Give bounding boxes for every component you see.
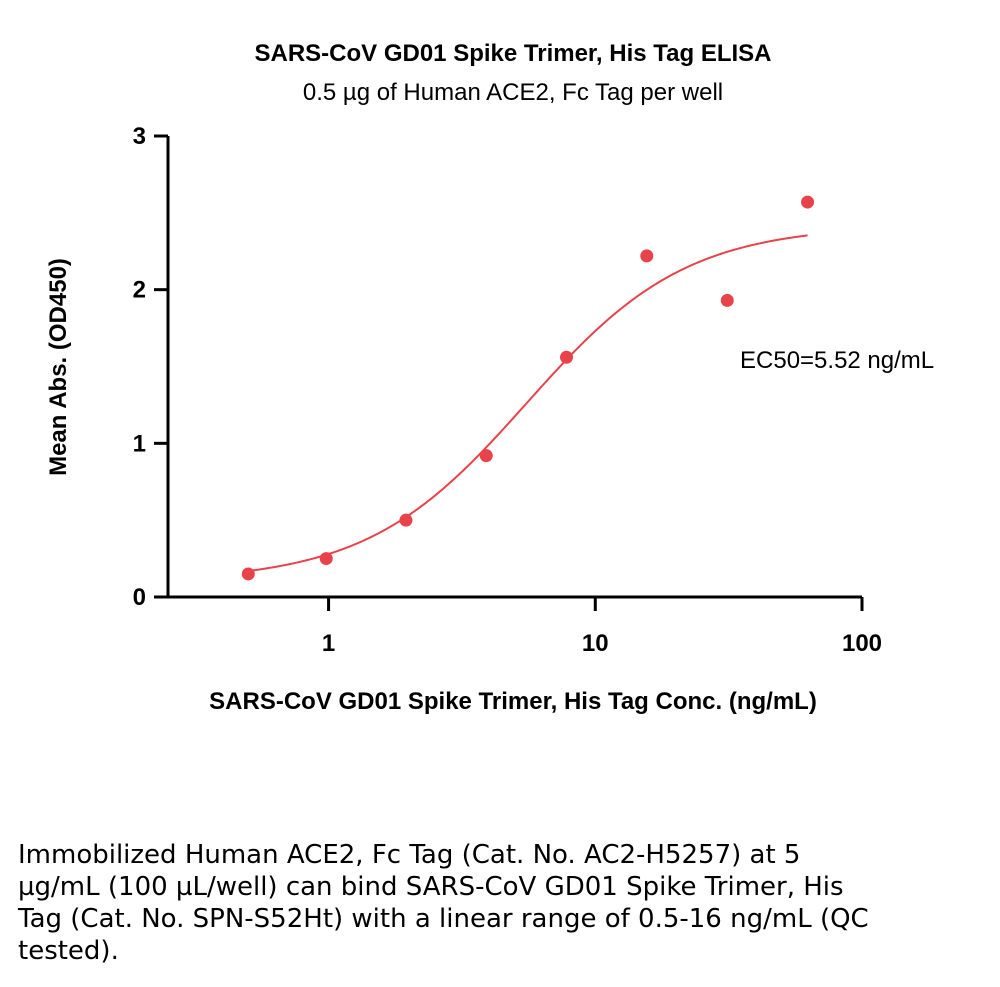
axes: 0 1 2 3 1 10 100 — [133, 123, 882, 657]
data-point — [479, 449, 493, 463]
y-tick-label: 1 — [133, 430, 146, 457]
data-point — [720, 293, 734, 307]
x-tick-label: 1 — [322, 630, 335, 657]
data-point — [640, 249, 654, 263]
y-tick-label: 2 — [133, 277, 146, 304]
figure-caption: Immobilized Human ACE2, Fc Tag (Cat. No.… — [18, 840, 869, 966]
x-tick-label: 100 — [842, 630, 882, 657]
y-axis-label: Mean Abs. (OD450) — [45, 258, 72, 476]
data-point — [319, 552, 333, 566]
fit-layer — [248, 234, 808, 572]
data-point — [560, 350, 574, 364]
data-points — [241, 195, 815, 581]
chart-subtitle: 0.5 µg of Human ACE2, Fc Tag per well — [303, 79, 723, 106]
x-tick-label: 10 — [582, 630, 609, 657]
ec50-annotation: EC50=5.52 ng/mL — [740, 347, 934, 374]
data-point — [241, 567, 255, 581]
y-tick-label: 0 — [133, 584, 146, 611]
fit-curve — [248, 234, 808, 572]
data-point — [801, 195, 815, 209]
x-axis-label: SARS-CoV GD01 Spike Trimer, His Tag Conc… — [209, 688, 817, 715]
chart-title: SARS-CoV GD01 Spike Trimer, His Tag ELIS… — [254, 40, 771, 67]
data-point — [399, 513, 413, 527]
y-tick-label: 3 — [133, 123, 146, 150]
